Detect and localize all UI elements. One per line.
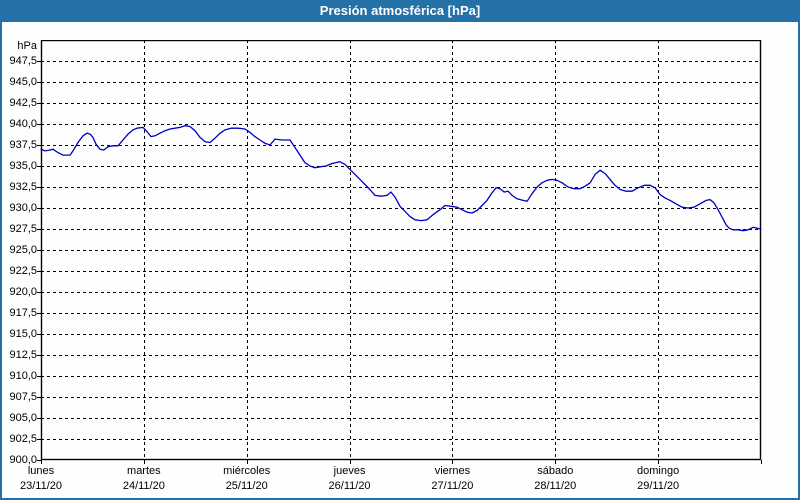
x-axis-label: sábado 28/11/20 [500, 464, 610, 494]
y-axis-label: 925,0 [9, 244, 37, 256]
y-axis-label: 905,0 [9, 412, 37, 424]
y-axis-label: 945,0 [9, 76, 37, 88]
x-axis-date: 25/11/20 [225, 480, 268, 492]
x-axis-date: 28/11/20 [534, 480, 577, 492]
x-axis-label: martes 24/11/20 [89, 464, 199, 494]
x-axis-label: jueves 26/11/20 [295, 464, 405, 494]
y-axis-label: 922,5 [9, 265, 37, 277]
x-axis-date: 27/11/20 [431, 480, 474, 492]
y-axis-label: 935,0 [9, 160, 37, 172]
x-axis-label: viernes 27/11/20 [397, 464, 507, 494]
y-axis-label: 900,0 [9, 454, 37, 466]
y-axis-label: 940,0 [9, 118, 37, 130]
window-title: Presión atmosférica [hPa] [319, 3, 481, 18]
plot-area [37, 39, 765, 466]
plot-border [40, 39, 762, 461]
x-axis-label: miércoles 25/11/20 [192, 464, 302, 494]
y-axis-label: 942,5 [9, 97, 37, 109]
y-axis-label: 907,5 [9, 391, 37, 403]
y-axis-label: 930,0 [9, 202, 37, 214]
y-axis-label: 917,5 [9, 307, 37, 319]
x-axis-day-name: lunes [27, 465, 55, 477]
x-axis-day-name: miércoles [223, 465, 271, 477]
x-axis-date: 24/11/20 [122, 480, 165, 492]
y-axis-label: 947,5 [9, 55, 37, 67]
window-title-bar: Presión atmosférica [hPa] [0, 0, 800, 22]
x-axis-label: lunes 23/11/20 [0, 464, 96, 494]
plot-svg [37, 39, 762, 464]
x-axis-day-name: martes [127, 465, 161, 477]
x-axis-label: domingo 29/11/20 [603, 464, 713, 494]
x-axis-date: 26/11/20 [328, 480, 371, 492]
y-axis-label: 915,0 [9, 328, 37, 340]
x-axis-day-name: viernes [434, 465, 471, 477]
y-axis-label: 902,5 [9, 433, 37, 445]
x-axis-date: 23/11/20 [19, 480, 62, 492]
x-axis-date: 29/11/20 [637, 480, 680, 492]
y-axis-label: 927,5 [9, 223, 37, 235]
y-axis-label: 937,5 [9, 139, 37, 151]
y-axis-unit-label: hPa [17, 40, 37, 52]
y-axis-label: 932,5 [9, 181, 37, 193]
x-axis-day-name: jueves [333, 465, 366, 477]
y-axis-label: 910,0 [9, 370, 37, 382]
pressure-series-line [40, 125, 762, 232]
y-axis-label: 920,0 [9, 286, 37, 298]
x-axis-day-name: domingo [637, 465, 680, 477]
x-axis-day-name: sábado [537, 465, 574, 477]
y-axis-label: 912,5 [9, 349, 37, 361]
